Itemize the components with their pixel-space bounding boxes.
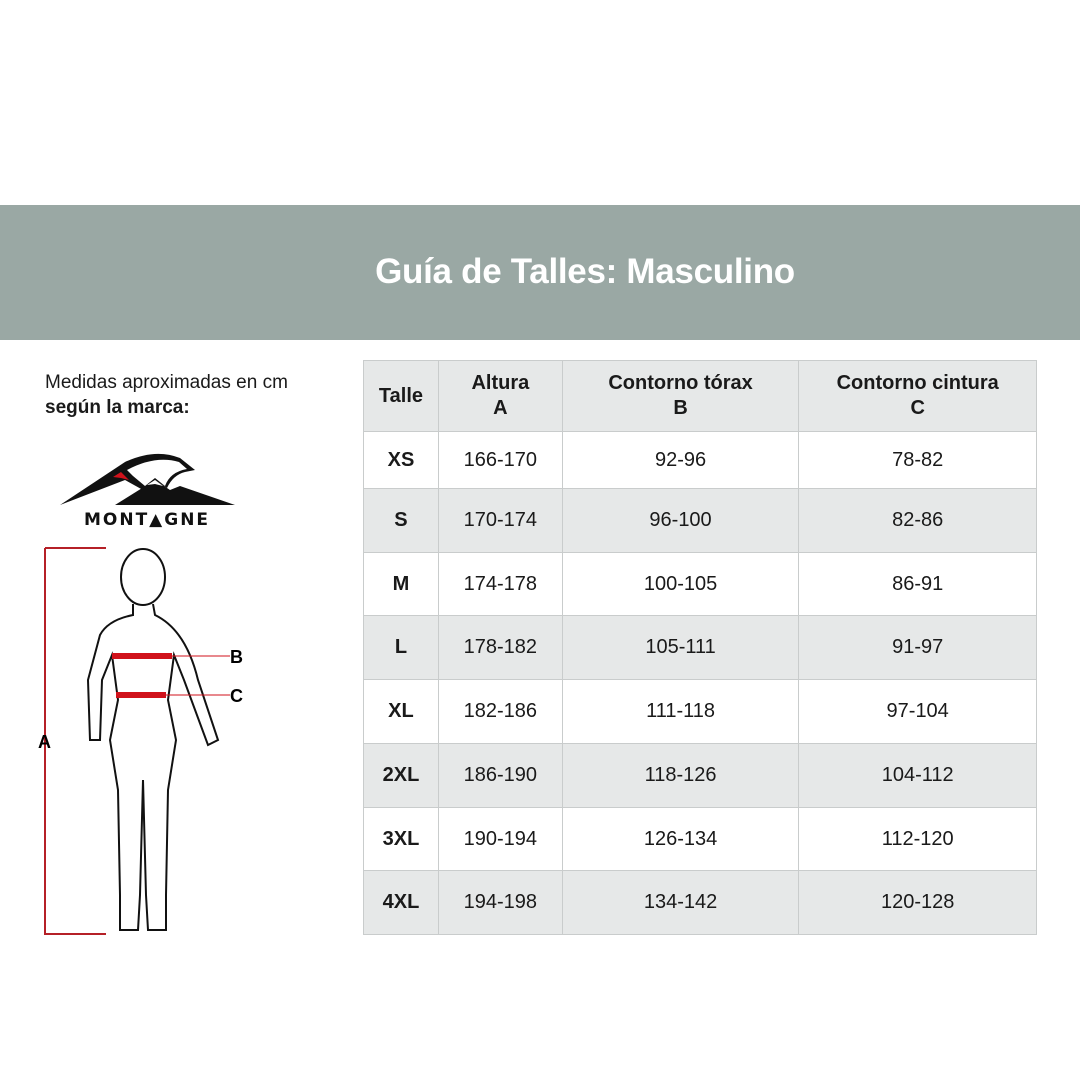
waist-cell: 97-104 — [798, 679, 1037, 744]
size-cell: M — [363, 552, 439, 616]
table-row: 2XL 186-190 118-126 104-112 — [363, 743, 1037, 808]
waist-cell: 104-112 — [798, 743, 1037, 808]
height-cell: 166-170 — [437, 431, 563, 489]
intro-line-2: según la marca: — [45, 397, 190, 418]
table-row: XS 166-170 92-96 78-82 — [363, 431, 1037, 489]
waist-cell: 112-120 — [798, 807, 1037, 871]
header-altura: Altura A — [437, 360, 563, 432]
table-row: 3XL 190-194 126-134 112-120 — [363, 807, 1037, 871]
intro-text: Medidas aproximadas en cm según la marca… — [45, 370, 288, 420]
waist-cell: 82-86 — [798, 488, 1037, 553]
chest-cell: 96-100 — [561, 488, 800, 553]
size-cell: XL — [363, 679, 439, 744]
header-talle: Talle — [363, 360, 439, 432]
waist-cell: 91-97 — [798, 615, 1037, 680]
waist-cell: 78-82 — [798, 431, 1037, 489]
height-cell: 190-194 — [437, 807, 563, 871]
size-table: Talle Altura A Contorno tórax B Contorno c… — [363, 360, 1037, 935]
waist-cell: 120-128 — [798, 870, 1037, 935]
chest-cell: 134-142 — [561, 870, 800, 935]
size-cell: XS — [363, 431, 439, 489]
waist-cell: 86-91 — [798, 552, 1037, 616]
size-cell: 3XL — [363, 807, 439, 871]
montagne-logo: MONT▲GNE — [60, 453, 235, 530]
header-cintura: Contorno cintura C — [798, 360, 1037, 432]
table-row: 4XL 194-198 134-142 120-128 — [363, 870, 1037, 935]
size-cell: S — [363, 488, 439, 553]
height-cell: 174-178 — [437, 552, 563, 616]
body-measurement-figure: A B C — [38, 547, 243, 935]
height-cell: 182-186 — [437, 679, 563, 744]
chest-cell: 105-111 — [561, 615, 800, 680]
head-outline — [120, 548, 166, 606]
size-cell: 4XL — [363, 870, 439, 935]
label-b: B — [230, 647, 243, 667]
height-cell: 170-174 — [437, 488, 563, 553]
height-line-a — [44, 547, 106, 935]
header-torax: Contorno tórax B — [561, 360, 800, 432]
height-cell: 178-182 — [437, 615, 563, 680]
chest-cell: 111-118 — [561, 679, 800, 744]
page-title: Guía de Talles: Masculino — [375, 252, 795, 291]
label-c: C — [230, 686, 243, 706]
table-header-row: Talle Altura A Contorno tórax B Contorno c… — [363, 360, 1037, 432]
table-row: L 178-182 105-111 91-97 — [363, 615, 1037, 680]
chest-cell: 100-105 — [561, 552, 800, 616]
label-a: A — [38, 732, 51, 752]
title-banner: Guía de Talles: Masculino — [0, 205, 1080, 340]
table-row: XL 182-186 111-118 97-104 — [363, 679, 1037, 744]
chest-cell: 126-134 — [561, 807, 800, 871]
height-cell: 194-198 — [437, 870, 563, 935]
height-cell: 186-190 — [437, 743, 563, 808]
chest-cell: 92-96 — [561, 431, 800, 489]
size-cell: L — [363, 615, 439, 680]
chest-cell: 118-126 — [561, 743, 800, 808]
size-cell: 2XL — [363, 743, 439, 808]
table-row: M 174-178 100-105 86-91 — [363, 552, 1037, 616]
logo-text: MONT▲GNE — [84, 510, 210, 530]
body-outline — [86, 603, 220, 931]
table-row: S 170-174 96-100 82-86 — [363, 488, 1037, 553]
intro-line-1: Medidas aproximadas en cm — [45, 372, 288, 393]
